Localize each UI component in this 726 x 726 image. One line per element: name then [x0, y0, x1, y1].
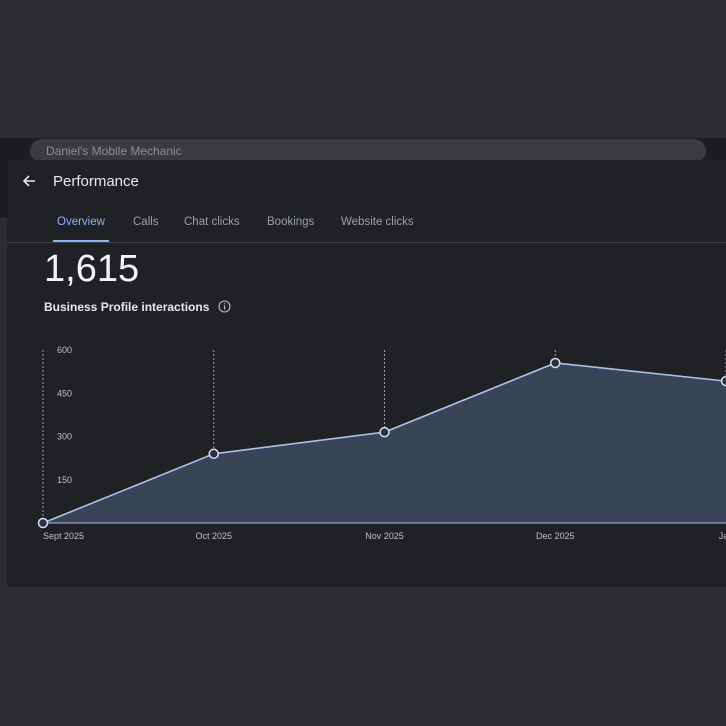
tab[interactable]: Calls: [133, 216, 159, 228]
tab[interactable]: Website clicks: [341, 216, 414, 228]
label-text: Business Profile interactions: [44, 300, 210, 314]
y-tick-label: 450: [57, 388, 72, 398]
point: [720, 375, 726, 387]
point: [379, 426, 390, 438]
point: [550, 357, 561, 369]
y-tick-label: 600: [57, 345, 72, 355]
y-tick-label: 300: [57, 432, 72, 442]
total-value: 1,615: [44, 248, 140, 290]
title-row: Performance: [7, 160, 726, 204]
y-tick-label: 150: [57, 475, 72, 485]
tab-bar: Overview Calls Chat clicks Bookings Webs…: [7, 204, 726, 243]
area: [43, 362, 726, 523]
point: [208, 448, 219, 460]
search-bar[interactable]: Daniel's Mobile Mechanic: [30, 139, 706, 163]
x-tick-label: Jan: [719, 531, 726, 541]
x-tick-label: Nov 2025: [365, 531, 404, 541]
page-title: Performance: [53, 173, 139, 190]
back-button[interactable]: [21, 173, 37, 189]
tab[interactable]: Chat clicks: [184, 216, 240, 228]
point: [37, 517, 49, 529]
total-label: Business Profile interactions: [44, 300, 231, 314]
x-tick-label: Sept 2025: [43, 531, 84, 541]
info-icon[interactable]: [218, 300, 231, 313]
x-tick-label: Oct 2025: [195, 531, 232, 541]
x-tick-label: Dec 2025: [536, 531, 575, 541]
tab[interactable]: Bookings: [267, 216, 315, 228]
tab[interactable]: Overview: [53, 216, 109, 242]
